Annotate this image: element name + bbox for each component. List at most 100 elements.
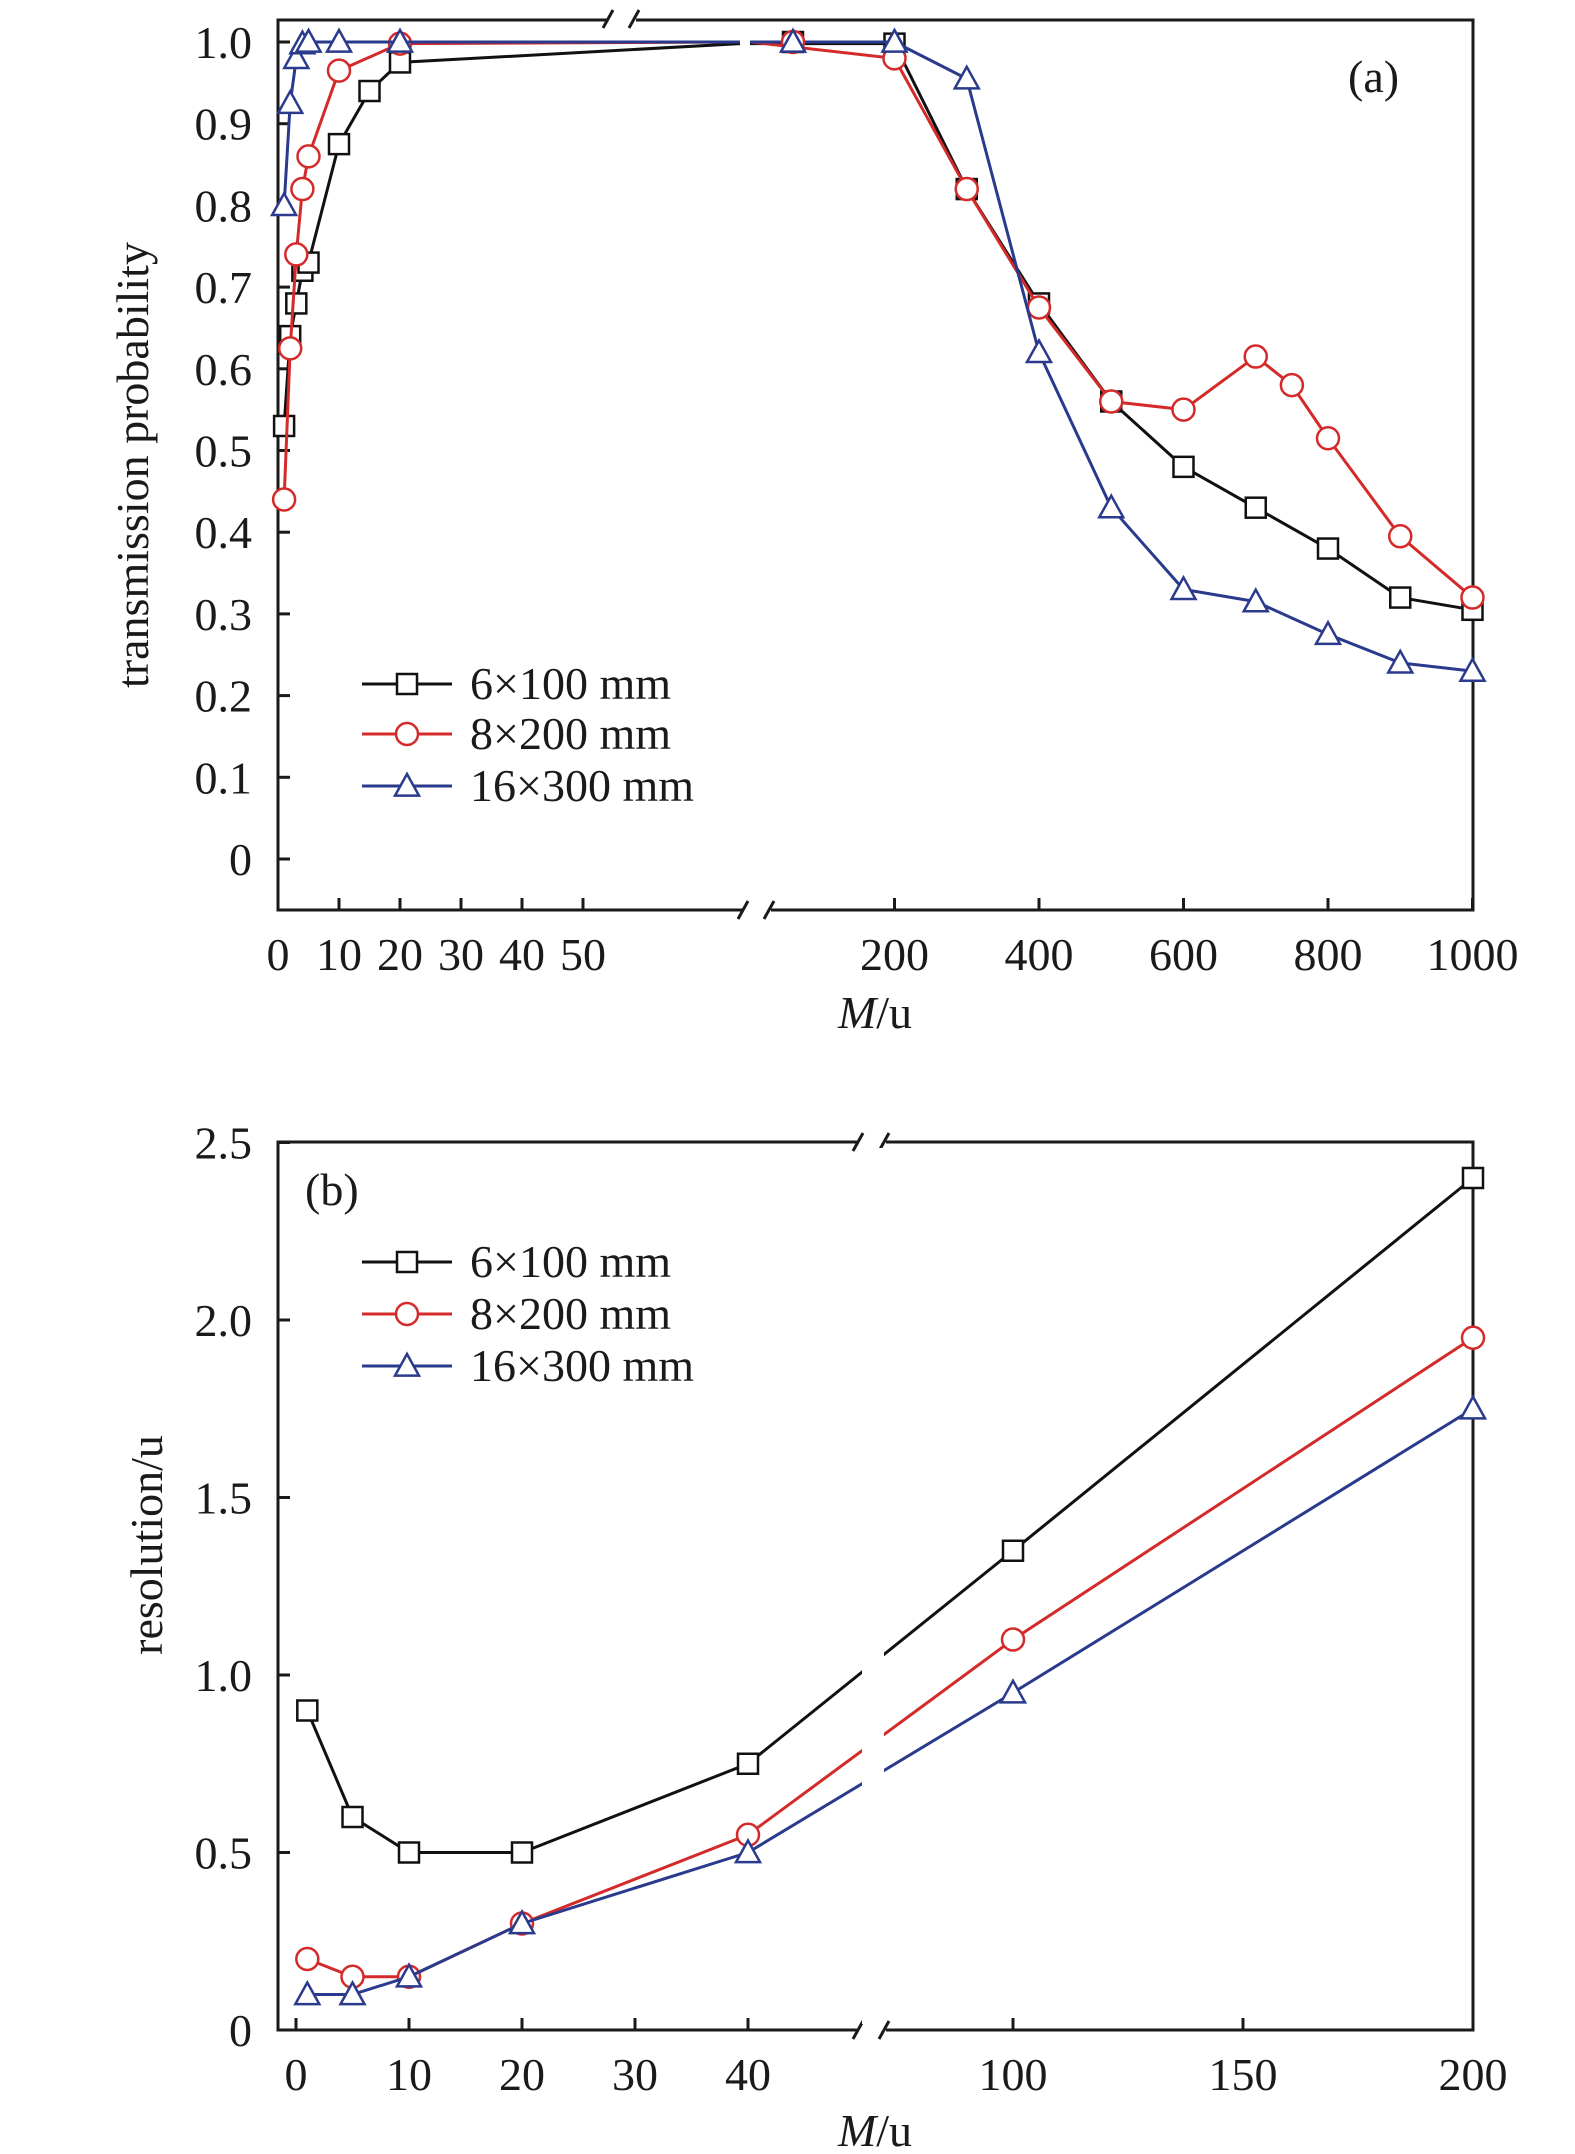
panel-b-y-ticks: 0 0.5 1.0 1.5 2.0 2.5 <box>195 1118 290 2056</box>
panel-b-series-3-line <box>307 1407 1474 1996</box>
panel-a-x-ticks: 0 10 20 30 40 50 200 400 600 800 1000 <box>267 898 1519 980</box>
panel-b-legend-label-1: 6×100 mm <box>470 1236 671 1287</box>
panel-b-x-axis-title: M/u <box>837 2105 912 2154</box>
panel-a-y-tick-label: 0.5 <box>195 426 253 477</box>
panel-b-series-3-point <box>394 1962 424 1988</box>
panel-b-break-gap <box>862 1148 884 2024</box>
panel-a-x-tick-label: 600 <box>1149 929 1218 980</box>
panel-b-series-1-point <box>296 1699 319 1722</box>
panel-b-y-axis-title: resolution/u <box>121 1435 172 1655</box>
panel-a-series-1-point <box>1172 455 1195 479</box>
panel-a-y-tick-label: 0.8 <box>195 180 253 231</box>
panel-a-legend-marker-3 <box>392 771 422 797</box>
panel-a-plot-frame <box>276 18 1475 912</box>
panel-a-chart: 0 0.1 0.2 0.3 0.4 0.5 0.6 0.7 0.8 0.9 1.0 0 10 20 30 4… <box>107 9 1519 1038</box>
panel-b-series-3-point <box>998 1678 1028 1704</box>
panel-a-series-2-point <box>1388 524 1413 549</box>
panel-a-y-tick-label: 0.6 <box>195 344 253 395</box>
panel-a-series-3-point <box>324 27 354 53</box>
panel-a-x-tick-label: 800 <box>1294 929 1363 980</box>
panel-b-y-tick-label: 1.5 <box>195 1473 253 1524</box>
panel-b-y-tick-label: 0.5 <box>195 1828 253 1879</box>
panel-a-y-tick-label: 0.7 <box>195 262 253 313</box>
panel-a-series-1-point <box>1316 537 1340 560</box>
panel-b-bottom-break-mark-2 <box>877 2020 891 2040</box>
panel-b-series-1-point <box>736 1752 760 1775</box>
panel-b-series-2-point <box>1460 1325 1486 1350</box>
panel-a-y-tick-label: 0.1 <box>195 752 253 803</box>
panel-a-series-3-point <box>294 27 323 53</box>
panel-b-legend-label-3: 16×300 mm <box>470 1340 694 1391</box>
panel-a-series-2-point <box>271 487 297 512</box>
panel-a-series-3-point <box>1024 337 1054 364</box>
panel-b-series-3-point <box>733 1837 763 1864</box>
panel-b-series-1-point <box>397 1841 421 1864</box>
panel-a-y-tick-label: 0 <box>229 834 252 885</box>
panel-b-x-tick-label: 20 <box>499 2049 545 2100</box>
panel-a-series-3-point <box>276 88 305 115</box>
panel-a-series-3-point <box>282 43 311 70</box>
panel-a-series-1-point <box>1389 586 1412 609</box>
panel-b-series-2-point <box>1000 1627 1026 1652</box>
panel-a-legend-label-3: 16×300 mm <box>470 760 694 811</box>
panel-b-series-1-point <box>341 1805 364 1829</box>
panel-a-series-3-point <box>1386 648 1415 674</box>
panel-a-series-2-point <box>1171 397 1196 422</box>
panel-a-legend-marker-1 <box>395 672 419 696</box>
panel-a-series-2-point <box>954 176 979 202</box>
panel-b-series-1-point <box>1461 1166 1485 1190</box>
panel-b-x-tick-label: 150 <box>1209 2049 1278 2100</box>
panel-b-chart: 0 0.5 1.0 1.5 2.0 2.5 0 10 20 30 40 100 150 200 reso… <box>121 1118 1508 2154</box>
panel-b-x-ticks: 0 10 20 30 40 100 150 200 <box>285 2018 1508 2100</box>
panel-a-legend-label-2: 8×200 mm <box>470 708 671 759</box>
panel-b-series-1-point <box>510 1841 534 1864</box>
panel-a-x-tick-label: 400 <box>1005 929 1074 980</box>
panel-a-series-2-point <box>284 242 309 267</box>
panel-a-series-3-point <box>952 64 981 90</box>
panel-a-x-tick-label: 30 <box>438 929 484 980</box>
panel-b-series-3-point <box>1458 1394 1488 1420</box>
panel-a-series-3-point <box>1169 574 1198 601</box>
panel-a-y-tick-label: 0.9 <box>195 99 253 150</box>
panel-a-series-1-point <box>1244 496 1267 519</box>
panel-a-y-axis-title: transmission probability <box>107 242 158 688</box>
panel-a-x-tick-label: 20 <box>377 929 423 980</box>
panel-a-series-3-point <box>1097 493 1126 519</box>
panel-a-series-1-point <box>285 292 308 315</box>
panel-b-y-tick-label: 2.0 <box>195 1295 253 1346</box>
panel-a-series <box>269 27 1487 682</box>
panel-a-x-tick-label: 40 <box>499 929 545 980</box>
panel-a-series-1-point <box>272 414 296 438</box>
panel-a-y-ticks: 0 0.1 0.2 0.3 0.4 0.5 0.6 0.7 0.8 0.9 1.0 <box>195 17 290 885</box>
panel-b-series-3-point <box>338 1979 367 2006</box>
panel-a-x-tick-label: 1000 <box>1427 929 1519 980</box>
panel-b-series-3-point <box>507 1908 537 1935</box>
panel-b-legend-marker-3 <box>392 1351 422 1377</box>
panel-a-series-2-point <box>1315 425 1341 451</box>
panel-a-x-tick-label: 200 <box>860 929 929 980</box>
panel-a-series-3-point <box>1241 587 1270 613</box>
panel-a-series-2-point <box>277 336 303 361</box>
panel-a-y-tick-label: 0.3 <box>195 589 253 640</box>
panel-a-bottom-break-gap <box>743 904 771 916</box>
panel-b-label: (b) <box>305 1164 359 1215</box>
panel-a-bottom-break-mark-2 <box>762 900 776 920</box>
panel-a-series-3-point <box>385 27 415 53</box>
panel-a-series-1-line-right <box>750 42 1473 612</box>
panel-a-x-axis-title: M/u <box>837 987 912 1038</box>
panel-a-x-tick-label: 10 <box>316 929 362 980</box>
panel-b-top-break-mark-1 <box>851 1132 865 1152</box>
panel-b-bottom-break-gap <box>858 2024 886 2036</box>
panel-b-x-tick-label: 100 <box>979 2049 1048 2100</box>
panel-a-series-2-point <box>1099 389 1124 414</box>
panel-a-series-2-point <box>326 58 352 83</box>
panel-a-series-3-line-right <box>750 40 1473 673</box>
panel-a-series-2-point <box>296 144 321 169</box>
panel-b-y-tick-label: 0 <box>229 2005 252 2056</box>
panel-b-x-tick-label: 0 <box>285 2049 308 2100</box>
panel-b-series <box>293 1148 1488 2024</box>
panel-a-series-2-point <box>1279 372 1305 398</box>
panel-a-top-break-mark-2 <box>627 9 641 29</box>
